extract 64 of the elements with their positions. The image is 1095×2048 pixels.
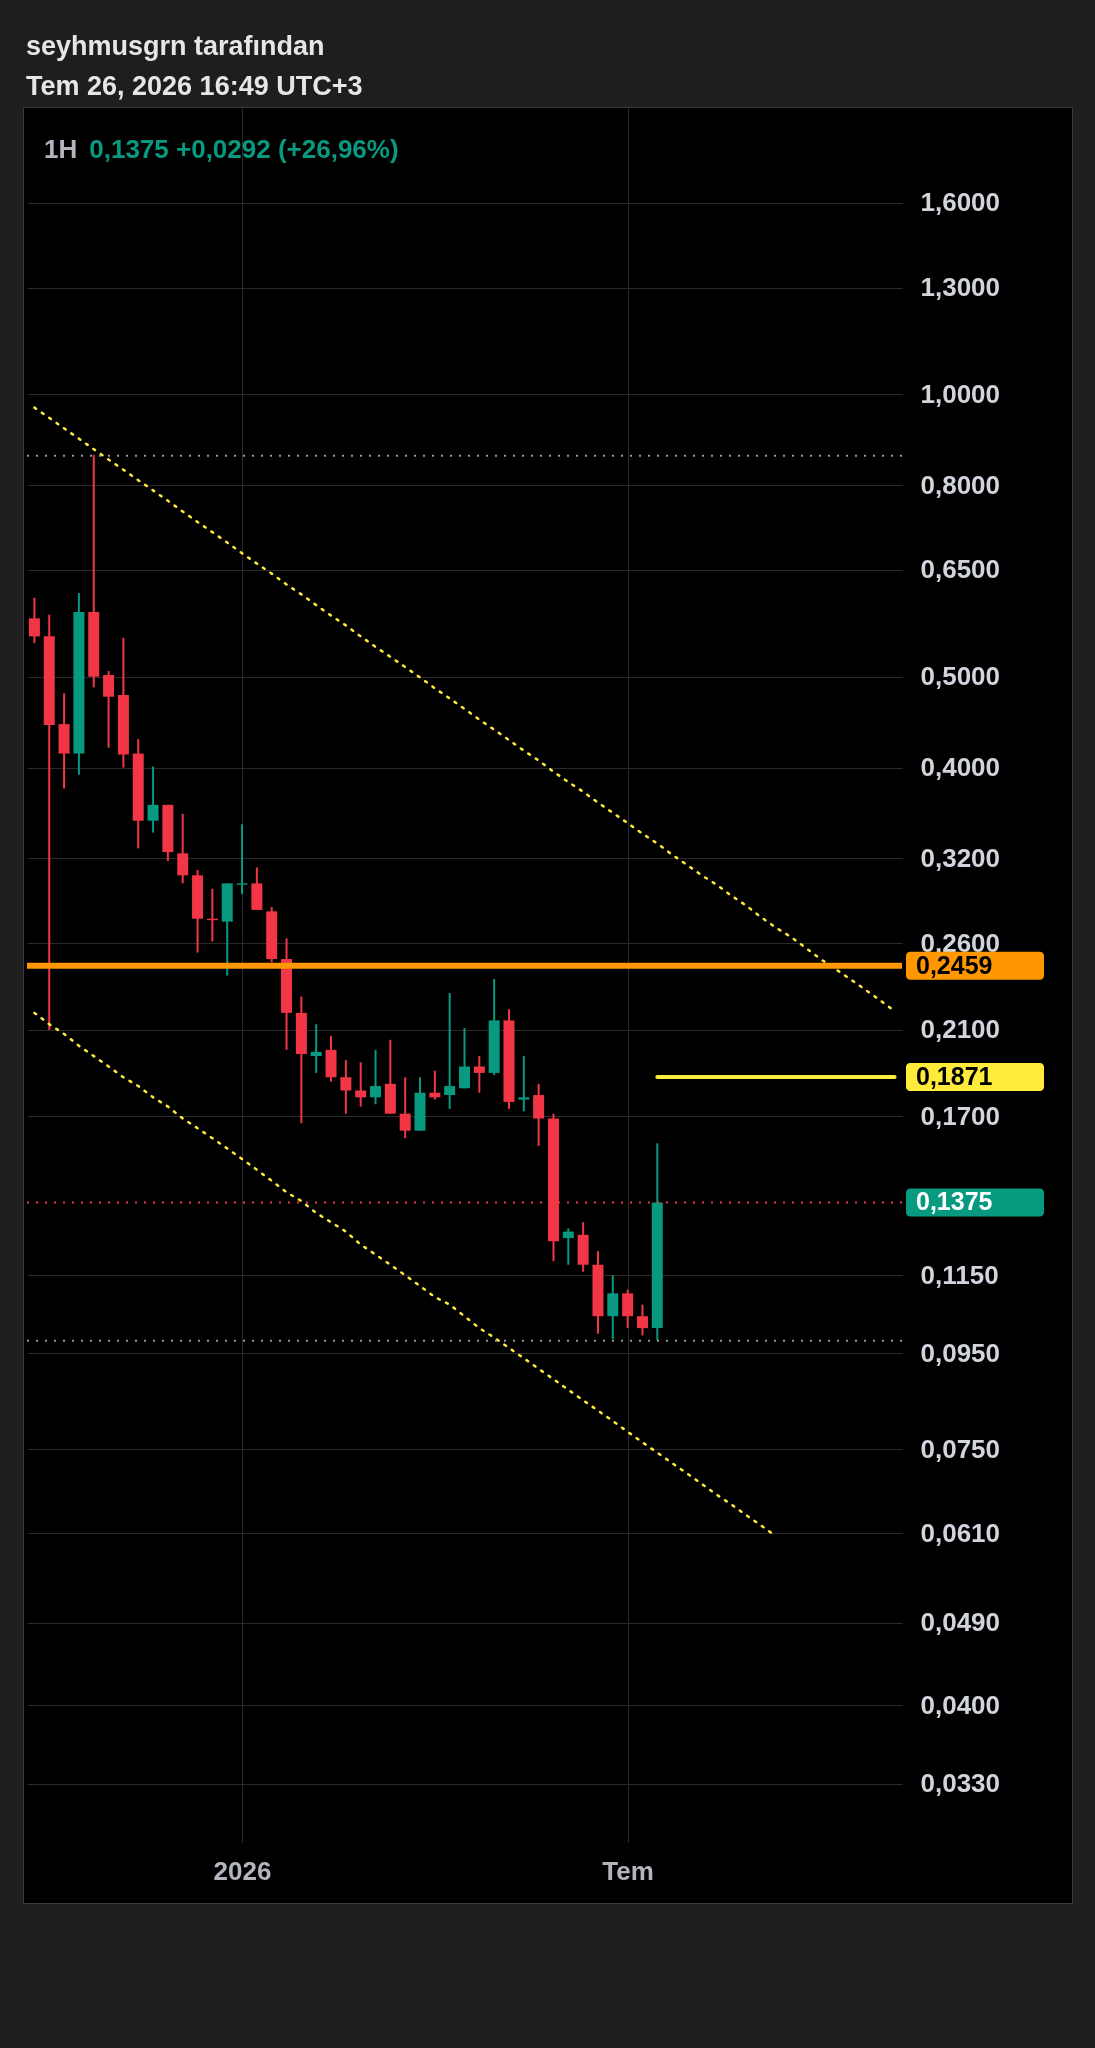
y-tick-label: 1,0000	[920, 378, 1001, 409]
x-tick-label: Tem	[602, 1855, 654, 1886]
candlestick	[607, 1274, 619, 1341]
y-tick-label: 0,1700	[920, 1100, 1001, 1131]
candlestick	[414, 1076, 426, 1132]
candlestick	[28, 596, 40, 645]
candlestick	[651, 1142, 663, 1341]
y-tick-label: 0,8000	[920, 469, 1001, 500]
series-label: 0,1871	[916, 1062, 993, 1091]
candlestick	[251, 866, 263, 911]
candlestick	[177, 812, 189, 885]
candlestick	[325, 1034, 337, 1083]
candlestick	[444, 991, 456, 1110]
candlestick	[310, 1023, 322, 1074]
candlestick	[58, 692, 70, 790]
text: seyhmusgrn tarafından	[26, 30, 326, 63]
candlestick	[577, 1221, 589, 1273]
candlestick	[622, 1288, 634, 1330]
candlestick	[162, 803, 174, 862]
candlestick	[266, 906, 278, 964]
candlestick	[562, 1227, 574, 1266]
y-tick-label: 0,0750	[920, 1433, 1001, 1464]
candlestick	[518, 1055, 530, 1113]
y-tick-label: 0,0400	[920, 1689, 1001, 1720]
text: 0,1375 +0,0292 (+26,96%)	[89, 134, 399, 164]
y-tick-label: 0,4000	[920, 752, 1001, 783]
y-tick-label: 0,5000	[920, 661, 1001, 692]
y-tick-label: 1,3000	[920, 272, 1001, 302]
text: Tem 26, 2026 16:49 UTC+3	[26, 70, 363, 103]
ref-line-label: 0,1375	[916, 1187, 993, 1216]
candlestick	[192, 869, 204, 954]
candlestick	[147, 765, 159, 834]
candlestick	[488, 978, 500, 1077]
y-tick-label: 0,6500	[920, 554, 1001, 585]
candlestick	[43, 613, 55, 1031]
candlestick	[592, 1250, 604, 1335]
y-tick-label: 0,0610	[920, 1517, 1001, 1548]
candlestick	[370, 1048, 382, 1106]
candlestick	[73, 592, 85, 776]
candlestick	[503, 1008, 515, 1110]
candlestick	[340, 1059, 352, 1115]
y-tick-label: 1,6000	[920, 187, 1001, 218]
y-tick-label: 0,1150	[920, 1259, 999, 1290]
candlestick	[473, 1055, 485, 1094]
y-tick-label: 0,3200	[920, 842, 1001, 873]
candlestick	[221, 882, 233, 977]
candlestick	[132, 738, 144, 850]
candlestick	[103, 670, 115, 749]
y-tick-label: 0,0330	[920, 1768, 1001, 1799]
candlestick	[636, 1303, 648, 1337]
candlestick	[399, 1076, 411, 1140]
candlestick	[384, 1038, 396, 1115]
y-tick-label: 0,2100	[920, 1014, 1001, 1045]
candlestick	[533, 1082, 545, 1147]
candlestick	[88, 453, 100, 689]
x-tick-label: 2026	[213, 1855, 272, 1886]
candlestick	[117, 636, 129, 769]
candlestick	[236, 823, 248, 896]
text: 1H	[44, 134, 78, 164]
y-tick-label: 0,0950	[920, 1337, 1001, 1368]
candlestick	[459, 1027, 470, 1090]
candlestick	[295, 995, 307, 1125]
candlestick	[281, 937, 293, 1051]
y-tick-label: 0,0490	[920, 1607, 1001, 1638]
